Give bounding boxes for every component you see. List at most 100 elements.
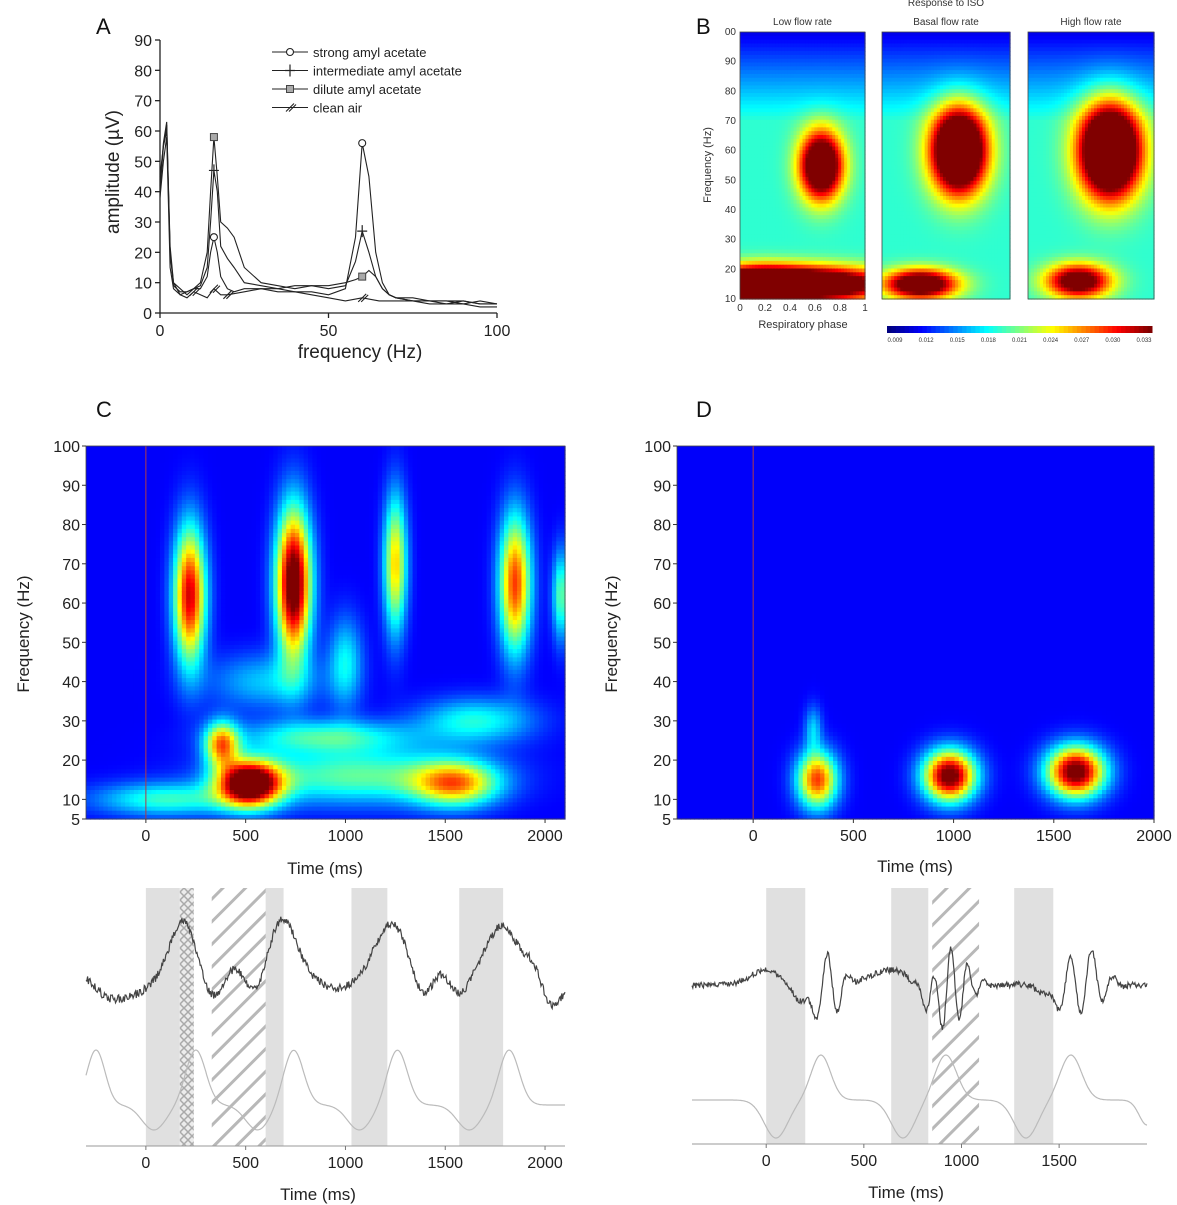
panel-b-heatmap-cell [805, 100, 810, 106]
panel-b-heatmap-cell [790, 257, 795, 262]
panel-b-heatmap-cell [784, 230, 789, 235]
panel-b-heatmap-cell [787, 211, 792, 216]
panel-b-heatmap-cell [796, 127, 801, 132]
panel-b-heatmap-cell [832, 211, 836, 216]
panel-b-heatmap-cell [832, 115, 836, 121]
panel-b-heatmap-cell [850, 230, 854, 235]
panel-b-heatmap-cell [835, 131, 839, 136]
panel-b-heatmap-cell [751, 287, 756, 292]
panel-b-heatmap-cell [838, 73, 842, 79]
panel-b-heatmap-cell [808, 222, 813, 228]
panel-b-heatmap-cell [778, 85, 783, 90]
panel-b-heatmap-cell [814, 62, 818, 67]
panel-b-heatmap-cell [766, 279, 771, 285]
panel-b-heatmap-cell [805, 279, 810, 285]
panel-b-heatmap-cell [850, 96, 854, 102]
panel-b-heatmap-cell [799, 295, 804, 300]
panel-b-heatmap-cell [775, 230, 780, 235]
panel-b-heatmap-cell [841, 66, 845, 71]
panel-b-heatmap-cell [763, 66, 768, 71]
panel-b-heatmap-cell [781, 279, 786, 285]
panel-b-heatmap-cell [781, 150, 786, 155]
panel-b-heatmap-cell [751, 39, 756, 45]
panel-b-heatmap-cell [763, 32, 768, 37]
panel-b-heatmap-cell [811, 276, 816, 281]
panel-b-heatmap-cell [811, 104, 816, 109]
panel-b-heatmap-cell [740, 138, 744, 144]
panel-b-heatmap-cell [826, 295, 830, 300]
panel-b-heatmap-cell [787, 157, 792, 163]
panel-b-heatmap-cell [814, 73, 818, 79]
panel-b-heatmap-cell [850, 146, 854, 151]
panel-b-heatmap-cell [778, 192, 783, 197]
panel-b-heatmap-cell [796, 157, 801, 163]
panel-b-heatmap-cell [811, 77, 816, 83]
panel-b-heatmap-cell [802, 230, 807, 235]
panel-b-heatmap-cell [748, 39, 753, 45]
panel-b-heatmap-cell [802, 115, 807, 121]
panel-b-heatmap-cell [760, 279, 765, 285]
panel-b-heatmap-cell [820, 104, 824, 109]
panel-b-heatmap-cell [757, 234, 762, 239]
panel-b-heatmap-cell [778, 245, 783, 251]
panel-b-heatmap-cell [847, 173, 851, 178]
panel-b-heatmap-cell [740, 260, 744, 266]
panel-b-heatmap-cell [793, 70, 798, 75]
panel-b-heatmap-cell [745, 264, 750, 270]
panel-b-heatmap-cell [742, 77, 747, 83]
panel-b-heatmap-cell [790, 127, 795, 132]
panel-b-heatmap-cell [850, 260, 854, 266]
panel-b-heatmap-cell [838, 264, 842, 270]
panel-b-heatmap-cell [784, 108, 789, 113]
panel-b-heatmap-cell [742, 150, 747, 155]
panel-b-heatmap-cell [829, 96, 833, 102]
panel-b-heatmap-cell [754, 257, 759, 262]
panel-a-series-marker-2 [358, 272, 367, 281]
panel-b-heatmap-cell [778, 253, 783, 258]
panel-b-heatmap-cell [787, 93, 792, 98]
panel-b-heatmap-cell [808, 215, 813, 220]
panel-b-heatmap-cell [841, 272, 845, 277]
panel-b-heatmap-cell [748, 276, 753, 281]
panel-b-heatmap-cell [841, 173, 845, 178]
panel-b-heatmap-cell [748, 73, 753, 79]
panel-b-heatmap-cell [793, 264, 798, 270]
panel-b-heatmap-cell [829, 287, 833, 292]
panel-b-heatmap-cell [784, 150, 789, 155]
panel-b-heatmap-cell [838, 108, 842, 113]
panel-b-heatmap-cell [829, 161, 833, 167]
panel-b-heatmap-cell [793, 58, 798, 64]
panel-letter-a: A [96, 14, 111, 39]
panel-b-heatmap-cell [754, 241, 759, 247]
panel-b-heatmap-cell [835, 43, 839, 48]
panel-b-heatmap-cell [784, 93, 789, 98]
panel-b-heatmap-cell [802, 249, 807, 254]
panel-b-heatmap-cell [835, 32, 839, 37]
panel-b-heatmap-cell [745, 295, 750, 300]
panel-b-heatmap-cell [760, 150, 765, 155]
panel-b-heatmap-cell [751, 112, 756, 117]
panel-b-heatmap-cell [781, 180, 786, 186]
panel-b-heatmap-cell [838, 131, 842, 136]
panel-b-heatmap-cell [805, 291, 810, 296]
panel-b-heatmap-cell [823, 96, 827, 102]
panel-b-heatmap-cell [766, 215, 771, 220]
panel-b-heatmap-cell [838, 115, 842, 121]
panel-b-heatmap-cell [748, 226, 753, 231]
panel-b-heatmap-cell [850, 100, 854, 106]
panel-b-heatmap-cell [766, 66, 771, 71]
panel-b-heatmap-cell [796, 188, 801, 193]
panel-b-heatmap-cell [790, 234, 795, 239]
panel-b-heatmap-cell [832, 230, 836, 235]
panel-b-heatmap-cell [748, 62, 753, 67]
panel-b-heatmap-cell [793, 215, 798, 220]
panel-b-heatmap-cell [790, 150, 795, 155]
panel-b-heatmap-cell [784, 276, 789, 281]
panel-b-heatmap-cell [805, 272, 810, 277]
panel-b-heatmap-cell [784, 196, 789, 201]
panel-b-heatmap-cell [814, 150, 818, 155]
panel-b-heatmap-cell [844, 283, 848, 289]
panel-b-heatmap-cell [781, 184, 786, 189]
panel-b-heatmap-cell [760, 199, 765, 205]
